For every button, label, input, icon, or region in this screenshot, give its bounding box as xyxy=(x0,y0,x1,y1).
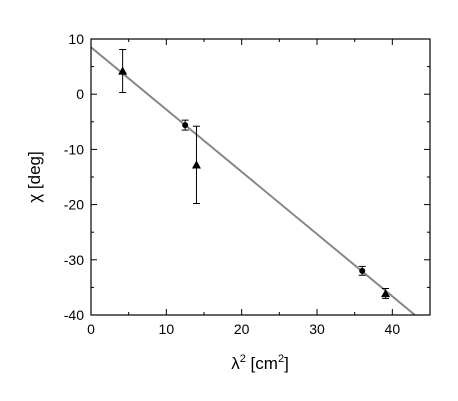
y-tick-label: -30 xyxy=(64,252,84,268)
data-point-circle xyxy=(359,267,366,274)
data-point-triangle xyxy=(191,160,201,169)
data-point-triangle xyxy=(381,288,391,298)
x-tick-label: 10 xyxy=(159,321,175,337)
x-tick-label: 40 xyxy=(385,321,401,337)
x-axis-title-unit: [cm xyxy=(246,354,278,373)
x-axis-title-unit-close: ] xyxy=(284,354,289,373)
data-point-triangle xyxy=(118,66,128,75)
x-axis-title-unit-superscript: 2 xyxy=(278,353,284,365)
y-axis-title: χ [deg] xyxy=(25,151,44,202)
y-tick-label: -20 xyxy=(64,197,84,213)
y-tick-label: 0 xyxy=(76,86,84,102)
x-axis-title: λ2 [cm2] xyxy=(231,353,289,373)
y-tick-label: -10 xyxy=(64,141,84,157)
data-point-circle xyxy=(182,122,189,129)
y-tick-label: 10 xyxy=(68,31,84,47)
x-tick-label: 0 xyxy=(87,321,95,337)
axes-frame xyxy=(90,38,431,316)
fit-line xyxy=(91,46,416,315)
x-tick-label: 20 xyxy=(234,321,250,337)
y-tick-label: -40 xyxy=(64,307,84,323)
x-axis-title-superscript: 2 xyxy=(240,353,246,365)
x-tick-label: 30 xyxy=(309,321,325,337)
